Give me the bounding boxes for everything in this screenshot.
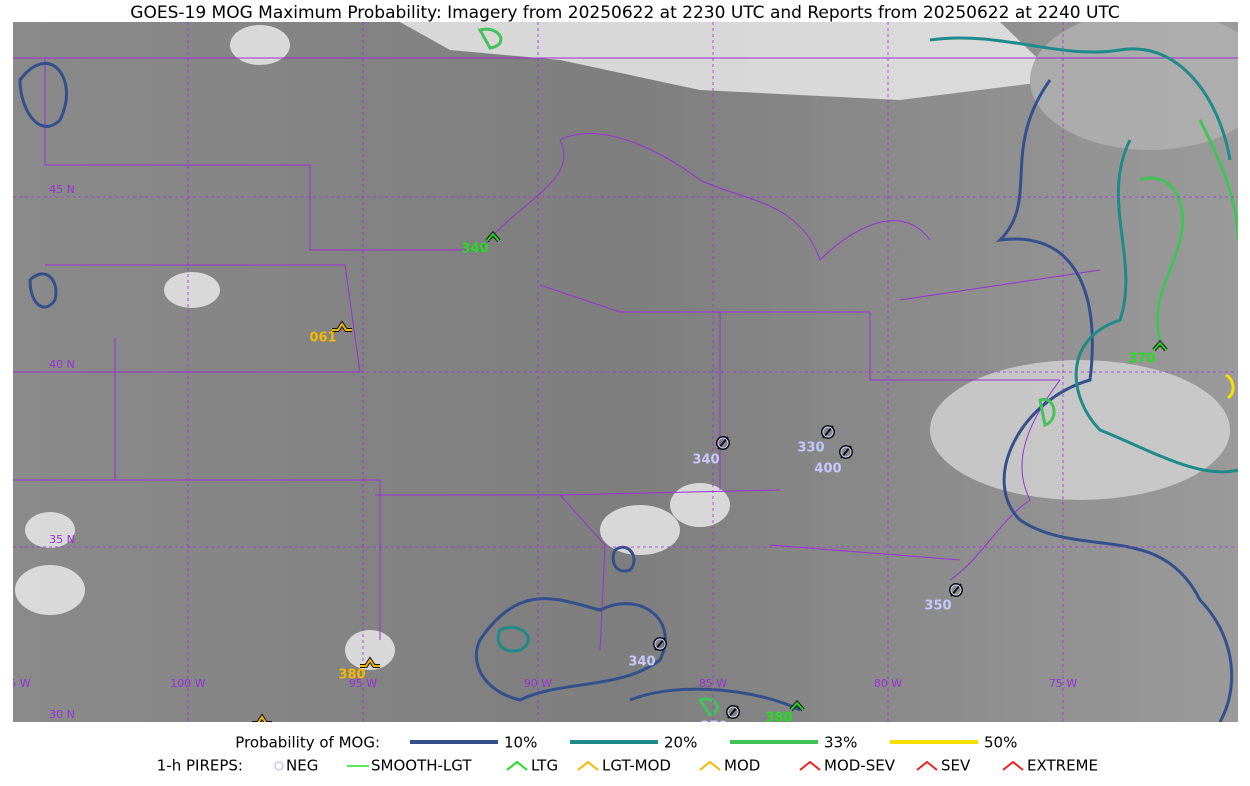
pirep-icon [1153, 341, 1167, 351]
pirep-altitude: 330 [797, 441, 824, 456]
pirep-icon [486, 232, 500, 242]
pirep-icon [949, 583, 963, 597]
legend-symbol [274, 761, 284, 771]
legend-label: 50% [984, 734, 1017, 752]
legend-symbol [699, 760, 721, 771]
legend-label: 20% [664, 734, 697, 752]
legend-label: SMOOTH-LGT [371, 757, 472, 775]
pirep-altitude: 400 [814, 462, 841, 477]
lon-label: 105 W [0, 677, 31, 690]
pirep-altitude: 340 [628, 655, 655, 670]
pirep-altitude: 370 [700, 720, 727, 735]
pirep-altitude: 061 [309, 331, 336, 346]
legend-symbol [577, 760, 599, 771]
pirep-icon [839, 445, 853, 459]
legend-symbol [916, 760, 938, 771]
lon-label: 75 W [1049, 677, 1077, 690]
pirep-icon [726, 705, 740, 719]
pirep-icon [822, 426, 834, 438]
pirep-icon [332, 322, 352, 331]
legend-label: NEG [286, 757, 318, 775]
pirep-altitude: 350 [924, 599, 951, 614]
pirep-icon [950, 584, 962, 596]
legend-title: 1-h PIREPS: [157, 757, 243, 775]
legend-label: LTG [531, 757, 558, 775]
lat-label: 40 N [49, 358, 75, 371]
clouds [15, 22, 1238, 670]
pirep-icon [653, 637, 667, 651]
lon-label: 100 W [170, 677, 205, 690]
legend-label: MOD-SEV [824, 757, 896, 775]
legend-label: MOD [724, 757, 760, 775]
legend-label: 33% [824, 734, 857, 752]
pirep-altitude: 340 [692, 453, 719, 468]
pirep-altitude: 380 [338, 668, 365, 683]
lat-label: 30 N [49, 708, 75, 721]
legend-symbol [1002, 760, 1024, 771]
mog-contours [18, 27, 1238, 722]
legend-symbol [506, 760, 528, 771]
lon-label: 85 W [699, 677, 727, 690]
pirep-altitude: 380 [765, 711, 792, 726]
legend-label: LGT-MOD [602, 757, 671, 775]
pirep-icon [360, 658, 380, 667]
map-labels: 45 N 40 N 35 N 30 N 105 W 100 W 95 W 90 W 85 W 80… [0, 183, 1168, 735]
lon-label: 90 W [524, 677, 552, 690]
lon-label: 80 W [874, 677, 902, 690]
pirep-icon [840, 446, 852, 458]
pirep-icon [717, 437, 729, 449]
lon-label: 95 W [349, 677, 377, 690]
legend-title: Probability of MOG: [235, 734, 380, 752]
pirep-icon [252, 715, 272, 722]
pirep-altitude: 370 [1128, 352, 1155, 367]
legend-label: 10% [504, 734, 537, 752]
graticule [13, 22, 1238, 722]
legend: Probability of MOG: 10% 20% 33% 50% 1-h PIREP… [157, 734, 1098, 775]
title: GOES-19 MOG Maximum Probability: Imagery… [130, 3, 1119, 23]
pirep-icon [716, 436, 730, 450]
boundaries [13, 57, 1238, 651]
legend-label: SEV [941, 757, 971, 775]
lat-label: 45 N [49, 183, 75, 196]
pirep-altitude: 340 [461, 242, 488, 257]
legend-symbol [799, 760, 821, 771]
pirep-icon [654, 638, 666, 650]
lat-label: 35 N [49, 533, 75, 546]
pirep-icon [727, 706, 739, 718]
pirep-icon [821, 425, 835, 439]
pirep-icon [790, 701, 804, 711]
legend-label: EXTREME [1027, 757, 1098, 775]
map: 45 N 40 N 35 N 30 N 105 W 100 W 95 W 90 W 85 W 80… [0, 22, 1238, 735]
